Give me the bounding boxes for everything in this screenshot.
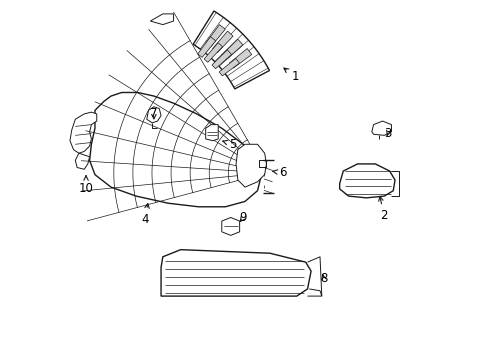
Text: 3: 3	[384, 127, 392, 140]
Text: 8: 8	[320, 272, 327, 285]
Polygon shape	[219, 58, 240, 76]
Polygon shape	[161, 249, 311, 296]
Text: 5: 5	[223, 138, 236, 151]
Text: 2: 2	[379, 197, 388, 222]
Text: 9: 9	[240, 211, 247, 224]
Polygon shape	[70, 112, 97, 153]
Polygon shape	[372, 121, 392, 135]
Polygon shape	[193, 11, 270, 89]
Polygon shape	[212, 50, 232, 69]
Text: 6: 6	[273, 166, 286, 179]
Polygon shape	[147, 107, 161, 123]
Polygon shape	[221, 39, 243, 60]
Polygon shape	[206, 24, 225, 47]
Polygon shape	[90, 93, 261, 207]
Polygon shape	[75, 153, 90, 169]
Text: 7: 7	[150, 107, 158, 120]
Polygon shape	[213, 31, 233, 53]
Polygon shape	[204, 43, 222, 62]
Polygon shape	[206, 125, 218, 141]
Text: 1: 1	[284, 68, 299, 83]
Polygon shape	[222, 217, 240, 235]
Polygon shape	[340, 164, 395, 198]
Text: 4: 4	[141, 204, 149, 226]
Text: 10: 10	[78, 176, 94, 195]
Polygon shape	[229, 49, 252, 68]
Polygon shape	[236, 144, 267, 187]
Polygon shape	[150, 14, 173, 24]
Polygon shape	[198, 37, 216, 57]
